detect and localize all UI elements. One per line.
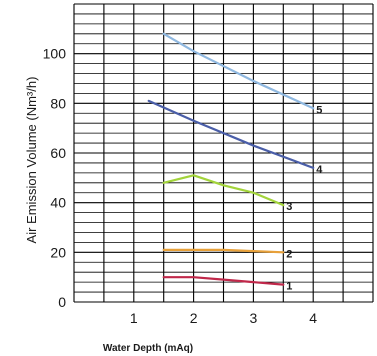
- series-1-label: 1: [286, 281, 292, 293]
- x-tick-label: 2: [190, 310, 198, 326]
- y-tick-label: 40: [50, 195, 66, 211]
- series-3-label: 3: [286, 201, 292, 213]
- y-tick-label: 80: [50, 95, 66, 111]
- y-tick-labels: 0 20 40 60 80 100: [43, 46, 67, 310]
- series-2-line: [162, 248, 285, 254]
- x-tick-label: 4: [309, 310, 317, 326]
- x-tick-label: 1: [130, 310, 138, 326]
- series-labels: 1 2 3 4 5: [286, 104, 323, 292]
- y-tick-label: 60: [50, 145, 66, 161]
- series-5-label: 5: [316, 104, 322, 116]
- x-tick-labels: 1 2 3 4: [130, 310, 317, 326]
- y-tick-label: 100: [43, 46, 67, 62]
- y-axis-label: Air Emission Volume (Nm³/h): [24, 77, 39, 244]
- y-tick-label: 0: [58, 294, 66, 310]
- series-lines: [147, 32, 315, 286]
- series-4-line: [147, 99, 315, 169]
- x-tick-label: 3: [250, 310, 258, 326]
- y-tick-label: 20: [50, 244, 66, 260]
- plot-grid: [73, 3, 374, 303]
- x-axis-label: Water Depth (mAq): [103, 343, 193, 354]
- series-5-line: [162, 32, 315, 110]
- series-4-label: 4: [316, 164, 323, 176]
- series-3-line: [162, 174, 285, 207]
- series-2-label: 2: [286, 248, 292, 260]
- series-1-line: [162, 276, 285, 286]
